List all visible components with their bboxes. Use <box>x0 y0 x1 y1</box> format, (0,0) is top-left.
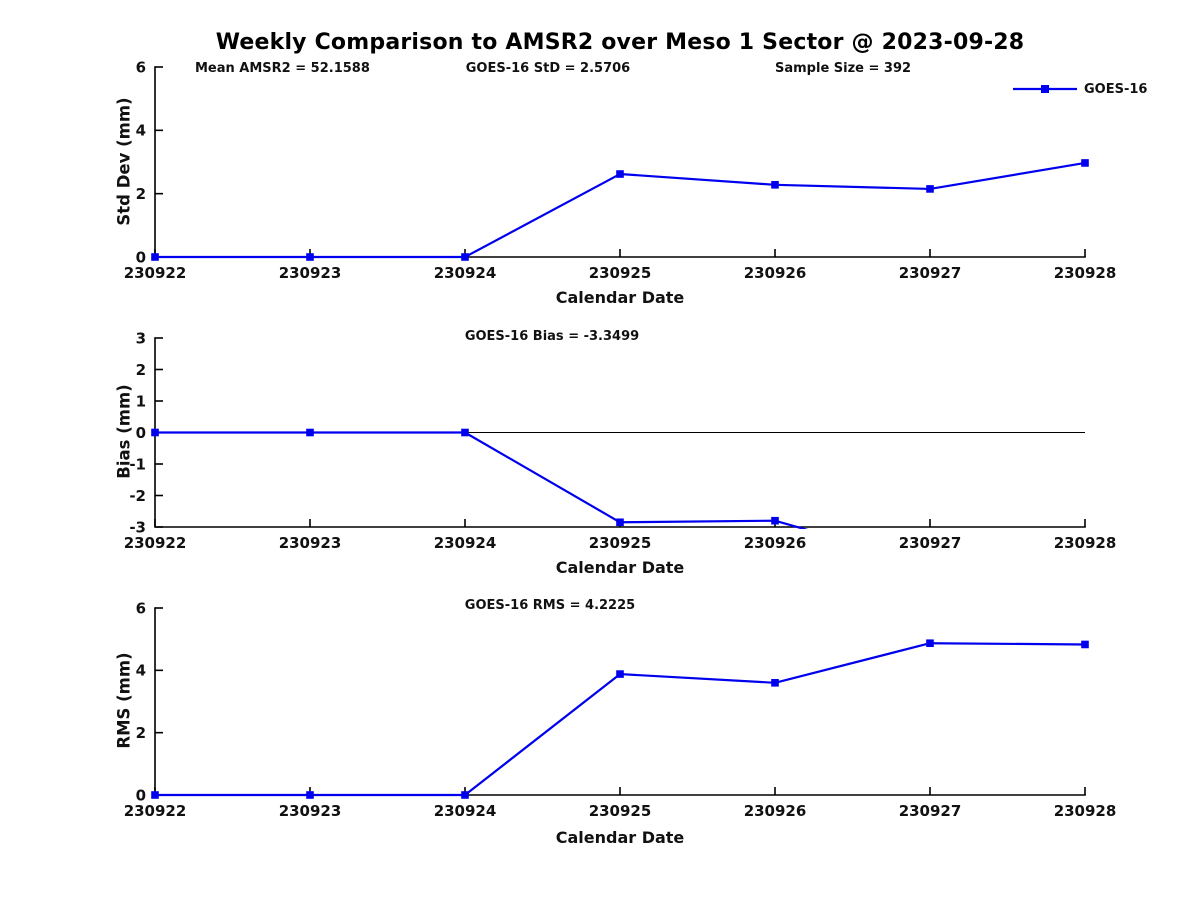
data-point-marker <box>926 185 934 193</box>
subplot-stddev: 0 2 4 6 230922 230923 230924 230925 230926 230927… <box>124 58 1117 282</box>
x-tick-label: 230928 <box>1054 802 1117 820</box>
x-tick-label: 230924 <box>434 534 497 552</box>
xlabel-bias: Calendar Date <box>555 558 685 577</box>
y-tick-label: -3 <box>129 518 146 536</box>
legend-line-marker-icon <box>1013 85 1077 93</box>
x-tick-label: 230923 <box>279 264 342 282</box>
x-tick-label: 230926 <box>744 534 807 552</box>
data-point-marker <box>306 791 314 799</box>
ylabel-rms: RMS (mm) <box>114 652 134 749</box>
data-point-marker <box>1081 640 1089 649</box>
annotation-goes16-bias: GOES-16 Bias = -3.3499 <box>464 329 640 344</box>
y-tick-label: 6 <box>136 599 146 617</box>
y-tick-label: 1 <box>136 392 146 410</box>
ylabel-stddev: Std Dev (mm) <box>114 97 134 226</box>
annotation-goes16-std: GOES-16 StD = 2.5706 <box>465 61 631 76</box>
y-tick-label: 6 <box>136 58 146 76</box>
x-tick-label: 230926 <box>744 802 807 820</box>
subplot-rms: 0 2 4 6 230922 230923 230924 230925 230926 230927… <box>124 599 1117 820</box>
x-tick-label: 230928 <box>1054 264 1117 282</box>
legend-series-label: GOES-16 <box>1084 81 1148 97</box>
y-tick-label: 0 <box>136 424 146 442</box>
data-point-marker <box>151 253 159 261</box>
x-tick-label: 230922 <box>124 802 187 820</box>
data-line <box>155 642 1086 797</box>
data-point-marker <box>616 518 624 527</box>
subplot-bias: -3 -2 -1 0 1 2 3 230922 230923 230924 230925 230926… <box>124 329 1117 552</box>
y-tick-label: 4 <box>136 122 146 140</box>
xlabel-rms: Calendar Date <box>555 828 685 847</box>
y-tick-label: 0 <box>136 786 146 804</box>
y-tick-label: 3 <box>136 329 146 347</box>
y-tick-label: -1 <box>129 455 146 473</box>
data-point-marker <box>926 639 934 648</box>
x-tick-label: 230924 <box>434 264 497 282</box>
x-tick-label: 230927 <box>899 264 962 282</box>
legend: GOES-16 <box>1012 81 1147 97</box>
x-tick-label: 230925 <box>589 534 652 552</box>
data-point-marker <box>771 679 779 687</box>
x-tick-label: 230923 <box>279 534 342 552</box>
x-tick-label: 230922 <box>124 534 187 552</box>
data-point-marker <box>616 670 624 678</box>
data-point-marker <box>771 181 779 189</box>
x-tick-label: 230925 <box>589 264 652 282</box>
x-tick-label: 230926 <box>744 264 807 282</box>
data-point-marker <box>461 791 469 799</box>
figure-title: Weekly Comparison to AMSR2 over Meso 1 S… <box>215 30 1025 55</box>
data-point-marker <box>306 428 314 437</box>
data-point-marker <box>151 428 159 437</box>
x-tick-label: 230925 <box>589 802 652 820</box>
annotation-sample-size: Sample Size = 392 <box>775 61 912 76</box>
data-point-marker <box>461 253 469 261</box>
data-point-marker <box>616 170 624 178</box>
x-tick-label: 230924 <box>434 802 497 820</box>
ylabel-bias: Bias (mm) <box>114 384 134 479</box>
x-tick-label: 230927 <box>899 534 962 552</box>
y-tick-label: 0 <box>136 248 146 266</box>
y-tick-label: 2 <box>136 724 146 742</box>
annotation-mean-amsr2: Mean AMSR2 = 52.1588 <box>195 61 370 76</box>
axis-spine <box>154 66 1086 258</box>
x-tick-label: 230923 <box>279 802 342 820</box>
xlabel-stddev: Calendar Date <box>555 288 685 307</box>
data-point-marker <box>461 428 469 437</box>
y-tick-label: 2 <box>136 361 146 379</box>
y-tick-label: -2 <box>129 487 146 505</box>
data-point-marker <box>306 253 314 261</box>
axis-spine <box>154 607 1086 796</box>
x-tick-label: 230928 <box>1054 534 1117 552</box>
x-tick-label: 230922 <box>124 264 187 282</box>
y-tick-label: 2 <box>136 185 146 203</box>
data-point-marker <box>151 791 159 799</box>
annotation-goes16-rms: GOES-16 RMS = 4.2225 <box>464 598 636 613</box>
data-point-marker <box>771 516 779 525</box>
y-tick-label: 4 <box>136 662 146 680</box>
x-tick-label: 230927 <box>899 802 962 820</box>
data-point-marker <box>1081 159 1089 167</box>
